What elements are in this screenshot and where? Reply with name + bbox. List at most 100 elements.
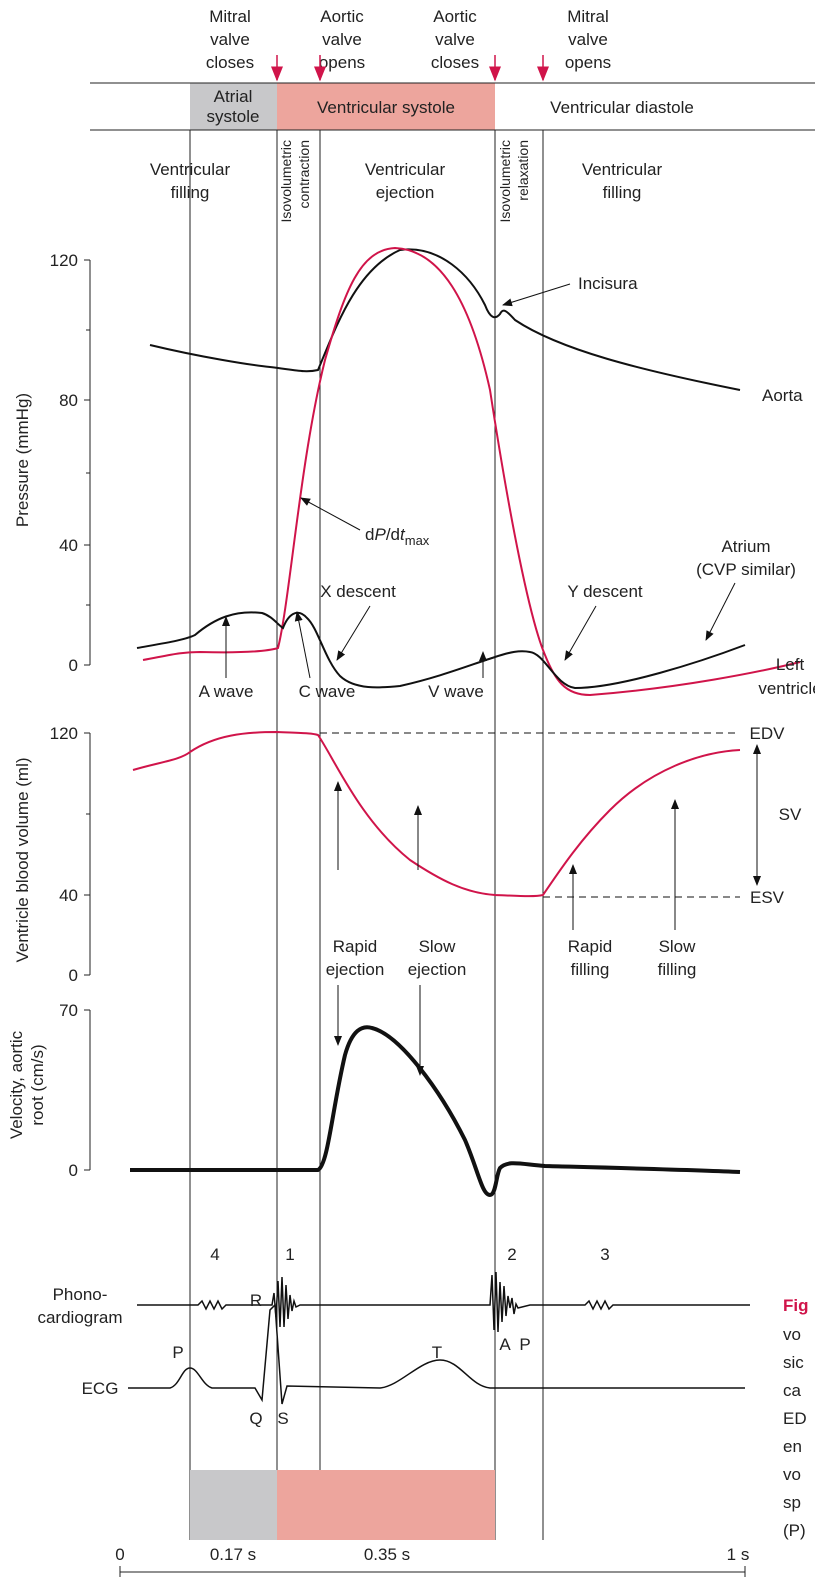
event: Mitral [567,7,609,26]
caption-line: sp [783,1493,801,1512]
annotation-part: P [374,525,386,544]
caption-line: ED [783,1409,807,1428]
phono-trace [137,1271,750,1333]
caption-line: vo [783,1465,801,1484]
phase-label: filling [171,183,210,202]
tick-label: 0 [69,966,78,985]
row-label: cardiogram [37,1308,122,1327]
heart-sound: 3 [600,1245,609,1264]
annotation: A wave [199,682,254,701]
phase: Ventricular diastole [550,98,694,117]
ecg-wave: P [172,1343,183,1362]
annotation: X descent [320,582,396,601]
event: closes [431,53,479,72]
ecg: ECG P R T Q S [82,1291,745,1428]
event: opens [565,53,611,72]
velocity-curve [130,1025,741,1198]
heart-sound: 1 [285,1245,294,1264]
annotation: ventricle [758,679,815,698]
ecg-wave: S [277,1409,288,1428]
time-label: 0 [115,1545,124,1564]
phase: Atrial [214,87,253,106]
event-arrows [271,55,549,82]
pressure-panel: 120 80 40 0 Pressure (mmHg) Incisura Aor… [13,246,815,701]
annotation: Slow [659,937,697,956]
event: valve [435,30,475,49]
heart-sound: 4 [210,1245,219,1264]
atrial-duration [190,1470,277,1540]
volume-curve [132,730,741,898]
tick-label: 120 [50,251,78,270]
tick-label: 40 [59,536,78,555]
axis-label: Velocity, aortic [7,1030,26,1139]
ecg-wave: R [250,1291,262,1310]
annotation: Incisura [578,274,638,293]
annotation: C wave [299,682,356,701]
event: Aortic [320,7,364,26]
tick-label: 120 [50,724,78,743]
tick-label: 40 [59,886,78,905]
event: opens [319,53,365,72]
annotation-part: max [405,533,430,548]
annotation: SV [779,805,802,824]
phase: systole [207,107,260,126]
phase-label: Ventricular [365,160,446,179]
caption: Fig vo sic ca ED en vo sp (P) [783,1296,809,1540]
annotation: Left [776,655,805,674]
phase-bar: Atrial systole Ventricular systole Ventr… [90,82,815,131]
axis-label: Pressure (mmHg) [13,393,32,527]
time-label: 1 s [727,1545,750,1564]
time-axis: 0 0.17 s 0.35 s 1 s [115,1470,749,1577]
annotation: Aorta [762,386,803,405]
caption-line: vo [783,1325,801,1344]
tick-label: 70 [59,1001,78,1020]
annotation: filling [571,960,610,979]
annotation: dP/dtmax [365,525,430,548]
tick-label: 0 [69,1161,78,1180]
caption-line: sic [783,1353,804,1372]
event-labels: Mitral valve closes Aortic valve opens A… [206,7,611,72]
annotation: Rapid [333,937,377,956]
event: closes [206,53,254,72]
axis-label: root (cm/s) [28,1044,47,1125]
event: Aortic [433,7,477,26]
annotation: ejection [408,960,467,979]
systole-duration [277,1470,495,1540]
phase-label: relaxation [515,140,531,201]
phase-label: Ventricular [150,160,231,179]
row-label: Phono- [53,1285,108,1304]
event: valve [210,30,250,49]
phase-label: ejection [376,183,435,202]
annotation: EDV [750,724,786,743]
component: A [499,1335,511,1354]
phonocardiogram: Phono- cardiogram 4 1 2 3 A P [37,1245,750,1354]
phase-label: Isovolumetric [278,140,294,222]
annotation: Y descent [567,582,643,601]
annotation-part: d [365,525,374,544]
phase-label: Isovolumetric [497,140,513,222]
aorta-curve [149,248,741,391]
phase-label: filling [603,183,642,202]
phase-lines [189,130,544,1540]
tick-label: 0 [69,656,78,675]
axis-label: Ventricle blood volume (ml) [13,757,32,962]
tick-label: 80 [59,391,78,410]
annotation-part: /d [386,525,400,544]
caption-line: ca [783,1381,802,1400]
caption-line: Fig [783,1296,809,1315]
phase: Ventricular systole [317,98,455,117]
event: valve [568,30,608,49]
volume-panel: 120 40 0 Ventricle blood volume (ml) EDV… [13,724,802,985]
phase-label: Ventricular [582,160,663,179]
phase-label: contraction [296,140,312,208]
atrial-pressure-curve [136,611,746,690]
velocity-panel: 70 0 Velocity, aortic root (cm/s) [7,985,741,1198]
phase-labels: Ventricular filling Ventricular ejection… [150,140,663,222]
time-label: 0.35 s [364,1545,410,1564]
annotation: V wave [428,682,484,701]
row-label: ECG [82,1379,119,1398]
annotation: filling [658,960,697,979]
annotation: ejection [326,960,385,979]
ecg-wave: T [432,1343,442,1362]
